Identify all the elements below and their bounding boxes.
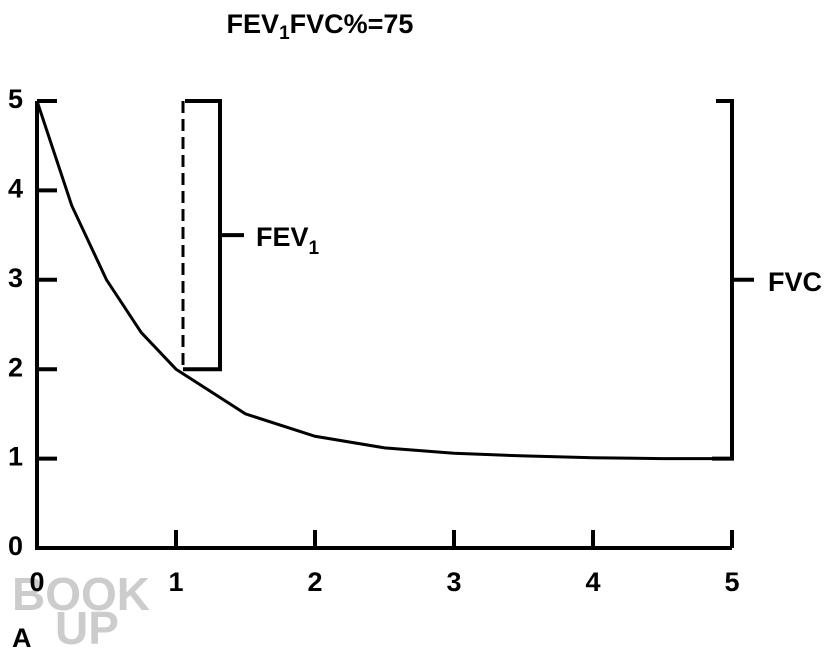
title-rest: FVC%=75 [290, 9, 414, 39]
fev1-bracket [183, 99, 222, 372]
data-line [35, 100, 732, 461]
x-tick-label: 0 [29, 567, 44, 597]
x-tick-label: 4 [585, 567, 600, 597]
title-sub: 1 [279, 23, 290, 44]
y-tick-label: 3 [8, 263, 23, 293]
x-tick-label: 1 [168, 567, 183, 597]
fev1-label-sub: 1 [309, 238, 320, 259]
x-tick-label: 5 [724, 567, 739, 597]
fev1-label-main: FEV [256, 222, 309, 252]
y-tick-label: 4 [8, 174, 23, 204]
y-tick-label: 5 [8, 84, 23, 114]
y-tick-label: 2 [8, 352, 23, 382]
fev1-label: FEV1 [256, 222, 320, 259]
y-tick-label: 0 [8, 531, 23, 561]
fvc-bracket [712, 99, 734, 461]
watermark: BOOK [12, 568, 150, 620]
title-main: FEV [227, 9, 280, 39]
fvc-label: FVC [768, 267, 822, 297]
x-tick-label: 3 [446, 567, 461, 597]
chart-title: FEV1FVC%=75 [227, 9, 414, 44]
panel-label: A [12, 623, 32, 653]
x-tick-label: 2 [307, 567, 322, 597]
watermark: UP [55, 602, 119, 654]
y-tick-label: 1 [8, 442, 23, 472]
